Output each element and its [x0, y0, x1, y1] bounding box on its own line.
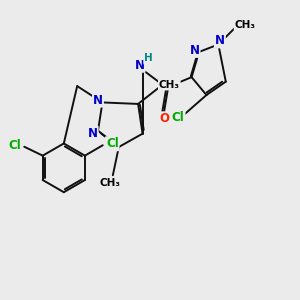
- Text: Cl: Cl: [106, 137, 118, 150]
- Text: Cl: Cl: [172, 111, 184, 124]
- Text: N: N: [190, 44, 200, 57]
- Text: N: N: [135, 59, 145, 72]
- Text: O: O: [159, 112, 169, 125]
- Text: CH₃: CH₃: [235, 20, 256, 30]
- Text: H: H: [144, 53, 153, 64]
- Text: CH₃: CH₃: [159, 80, 180, 90]
- Text: N: N: [215, 34, 225, 47]
- Text: CH₃: CH₃: [99, 178, 120, 188]
- Text: Cl: Cl: [8, 139, 21, 152]
- Text: N: N: [88, 127, 98, 140]
- Text: N: N: [93, 94, 103, 106]
